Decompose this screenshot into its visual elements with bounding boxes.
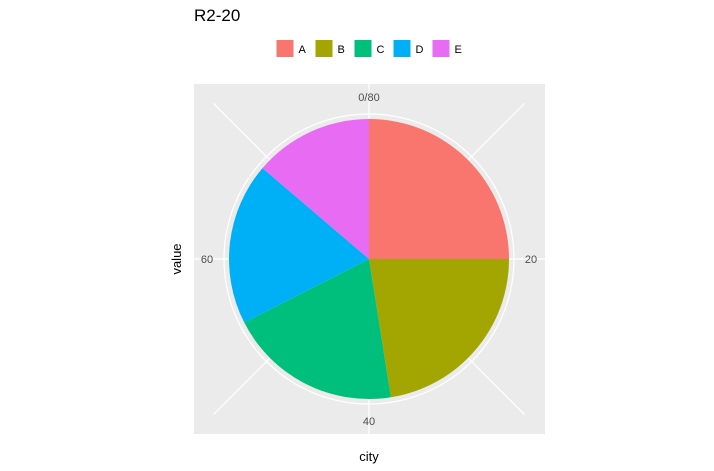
- legend: A B C D E: [276, 40, 462, 57]
- x-axis-title: city: [359, 449, 379, 464]
- theta-tick-label-40: 40: [363, 416, 375, 428]
- pie-slice-c: [244, 259, 391, 400]
- chart-title: R2-20: [194, 6, 240, 25]
- legend-label-e: E: [455, 44, 462, 56]
- legend-key-e: [432, 40, 450, 57]
- legend-key-b: [315, 40, 333, 57]
- pie-slice-e: [262, 119, 369, 259]
- legend-label-d: D: [416, 44, 424, 56]
- legend-label-a: A: [299, 44, 307, 56]
- pie-slices: [228, 119, 509, 400]
- pie-slice-d: [228, 168, 369, 323]
- theta-ticks: 0/80 20 40 60: [201, 92, 537, 428]
- theta-tick-label-20: 20: [525, 254, 537, 266]
- legend-label-c: C: [377, 44, 385, 56]
- legend-key-a: [276, 40, 294, 57]
- legend-key-d: [393, 40, 411, 57]
- theta-tick-label-0-80: 0/80: [358, 92, 379, 104]
- theta-tick-label-60: 60: [201, 254, 213, 266]
- pie-slice-a: [369, 119, 509, 259]
- pie-slice-b: [369, 259, 509, 398]
- y-axis-title: value: [169, 243, 184, 274]
- legend-label-b: B: [338, 44, 345, 56]
- legend-key-c: [354, 40, 372, 57]
